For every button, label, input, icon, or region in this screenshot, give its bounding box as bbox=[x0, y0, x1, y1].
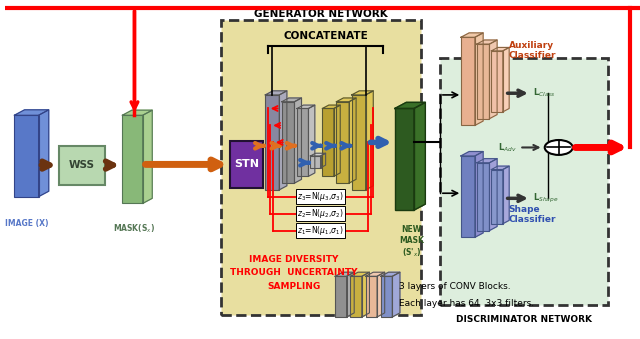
Bar bbox=[282, 102, 294, 183]
Polygon shape bbox=[365, 91, 373, 190]
FancyBboxPatch shape bbox=[440, 58, 608, 305]
Bar bbox=[351, 95, 365, 190]
Polygon shape bbox=[490, 40, 497, 119]
Text: STN: STN bbox=[234, 159, 259, 170]
Bar bbox=[461, 37, 475, 125]
Bar bbox=[477, 44, 490, 119]
Polygon shape bbox=[461, 152, 483, 156]
Polygon shape bbox=[492, 166, 509, 170]
Bar bbox=[337, 102, 349, 183]
Polygon shape bbox=[279, 91, 287, 190]
Bar bbox=[365, 276, 377, 317]
Text: IMAGE (X): IMAGE (X) bbox=[4, 219, 48, 228]
Text: L$_{Shape}$: L$_{Shape}$ bbox=[533, 192, 559, 205]
Polygon shape bbox=[350, 272, 369, 276]
Polygon shape bbox=[38, 110, 49, 197]
Polygon shape bbox=[477, 159, 497, 163]
Text: CONCATENATE: CONCATENATE bbox=[284, 31, 368, 41]
Text: $z_2$=N($\mu_2$,$\sigma_2$): $z_2$=N($\mu_2$,$\sigma_2$) bbox=[298, 207, 344, 220]
Bar bbox=[323, 108, 334, 176]
Bar bbox=[59, 146, 104, 185]
Polygon shape bbox=[347, 272, 354, 317]
Polygon shape bbox=[308, 105, 315, 176]
Polygon shape bbox=[351, 91, 373, 95]
Polygon shape bbox=[335, 272, 354, 276]
Bar bbox=[297, 108, 308, 176]
Text: Each layer has 64  3x3 filters.: Each layer has 64 3x3 filters. bbox=[399, 299, 534, 308]
Polygon shape bbox=[414, 102, 426, 210]
Polygon shape bbox=[365, 272, 385, 276]
Polygon shape bbox=[475, 33, 483, 125]
Bar bbox=[461, 156, 475, 237]
FancyBboxPatch shape bbox=[221, 20, 421, 315]
Bar bbox=[230, 141, 264, 188]
Text: GENERATOR NETWORK: GENERATOR NETWORK bbox=[254, 9, 388, 19]
Polygon shape bbox=[392, 272, 400, 317]
Bar bbox=[266, 95, 279, 190]
Bar bbox=[335, 276, 347, 317]
Text: Auxiliary
Classifier: Auxiliary Classifier bbox=[509, 41, 556, 60]
Text: IMAGE DIVERSITY
THROUGH  UNCERTAINTY
SAMPLING: IMAGE DIVERSITY THROUGH UNCERTAINTY SAMP… bbox=[230, 255, 358, 291]
Polygon shape bbox=[377, 272, 385, 317]
Polygon shape bbox=[492, 47, 509, 51]
Polygon shape bbox=[323, 105, 340, 108]
Polygon shape bbox=[310, 153, 326, 156]
Circle shape bbox=[545, 140, 573, 155]
Polygon shape bbox=[503, 47, 509, 112]
Polygon shape bbox=[381, 272, 400, 276]
Polygon shape bbox=[475, 152, 483, 237]
Polygon shape bbox=[337, 98, 356, 102]
Polygon shape bbox=[15, 110, 49, 115]
Text: $z_3$=N($\mu_3$,$\sigma_3$): $z_3$=N($\mu_3$,$\sigma_3$) bbox=[298, 190, 344, 203]
Bar bbox=[492, 51, 503, 112]
Polygon shape bbox=[477, 40, 497, 44]
Text: 3 layers of CONV Blocks.: 3 layers of CONV Blocks. bbox=[399, 282, 510, 291]
Text: Shape
Classifier: Shape Classifier bbox=[509, 205, 556, 224]
Bar bbox=[15, 115, 38, 197]
Bar bbox=[395, 108, 414, 210]
Text: NEW
MASK
(S'$_x$): NEW MASK (S'$_x$) bbox=[399, 225, 424, 259]
Polygon shape bbox=[282, 98, 301, 102]
Polygon shape bbox=[490, 159, 497, 231]
Polygon shape bbox=[321, 153, 326, 168]
Text: WSS: WSS bbox=[68, 160, 95, 170]
Bar bbox=[350, 276, 362, 317]
Polygon shape bbox=[395, 102, 426, 108]
Text: $z_1$=N($\mu_1$,$\sigma_1$): $z_1$=N($\mu_1$,$\sigma_1$) bbox=[298, 224, 344, 237]
Bar bbox=[310, 156, 321, 168]
Polygon shape bbox=[122, 110, 152, 115]
Bar bbox=[122, 115, 143, 203]
Polygon shape bbox=[334, 105, 340, 176]
Polygon shape bbox=[297, 105, 315, 108]
Bar bbox=[381, 276, 392, 317]
Polygon shape bbox=[294, 98, 301, 183]
Bar bbox=[477, 163, 490, 231]
Polygon shape bbox=[143, 110, 152, 203]
Polygon shape bbox=[461, 33, 483, 37]
Polygon shape bbox=[503, 166, 509, 224]
Text: L$_{Class}$: L$_{Class}$ bbox=[533, 87, 556, 99]
Text: L$_{Adv}$: L$_{Adv}$ bbox=[498, 141, 516, 154]
Text: MASK(S$_x$): MASK(S$_x$) bbox=[113, 222, 156, 235]
Bar bbox=[492, 170, 503, 224]
Polygon shape bbox=[266, 91, 287, 95]
Polygon shape bbox=[362, 272, 369, 317]
Polygon shape bbox=[349, 98, 356, 183]
Text: DISCRIMINATOR NETWORK: DISCRIMINATOR NETWORK bbox=[456, 315, 592, 324]
